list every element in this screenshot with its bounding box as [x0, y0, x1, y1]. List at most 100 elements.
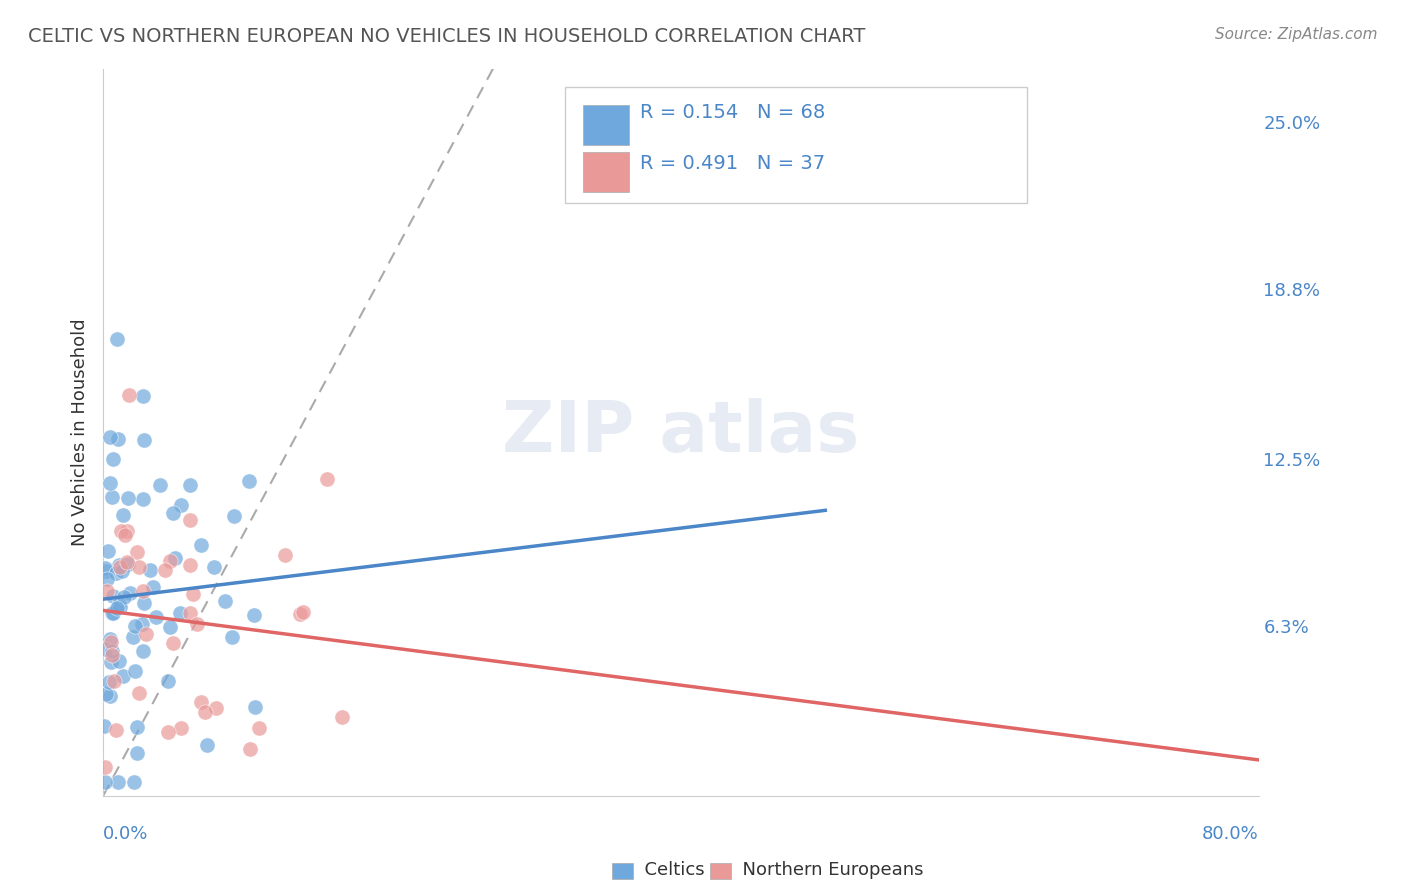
Y-axis label: No Vehicles in Household: No Vehicles in Household — [72, 318, 89, 546]
Point — [149, 478, 172, 492]
Point — [169, 721, 191, 735]
Text: R = 0.154   N = 68: R = 0.154 N = 68 — [640, 103, 825, 121]
Point — [243, 608, 266, 623]
Point — [179, 558, 201, 572]
Text: R = 0.491   N = 37: R = 0.491 N = 37 — [640, 153, 825, 172]
Point — [132, 583, 155, 598]
Point — [131, 389, 153, 403]
Point — [159, 554, 181, 568]
Point — [117, 557, 139, 571]
Point — [110, 524, 132, 538]
FancyBboxPatch shape — [582, 153, 628, 192]
Point — [145, 610, 167, 624]
Point — [128, 686, 150, 700]
Point — [101, 644, 124, 658]
Point — [125, 720, 148, 734]
Point — [157, 725, 180, 739]
Point — [292, 605, 315, 619]
Point — [94, 775, 117, 789]
Point — [96, 572, 118, 586]
Point — [179, 607, 201, 621]
Point — [118, 586, 141, 600]
Point — [156, 674, 179, 689]
Point — [128, 560, 150, 574]
Point — [96, 583, 118, 598]
Point — [115, 524, 138, 539]
Point — [124, 619, 146, 633]
Point — [274, 548, 297, 562]
Point — [330, 710, 353, 724]
Point — [290, 607, 312, 621]
Point — [100, 690, 122, 704]
Point — [111, 508, 134, 522]
FancyBboxPatch shape — [582, 105, 628, 145]
Point — [238, 474, 260, 488]
Point — [107, 432, 129, 446]
Point — [117, 491, 139, 505]
Point — [222, 509, 245, 524]
Point — [108, 599, 131, 614]
Point — [132, 644, 155, 658]
Point — [221, 630, 243, 644]
Point — [98, 430, 121, 444]
Point — [243, 700, 266, 714]
Point — [100, 655, 122, 669]
Point — [179, 478, 201, 492]
Point — [107, 775, 129, 789]
Point — [179, 513, 201, 527]
Point — [94, 564, 117, 578]
Point — [115, 555, 138, 569]
Point — [93, 760, 115, 774]
Point — [186, 616, 208, 631]
Point — [125, 545, 148, 559]
Point — [142, 580, 165, 594]
Point — [190, 695, 212, 709]
Point — [127, 746, 149, 760]
Point — [97, 544, 120, 558]
Point — [93, 719, 115, 733]
Point — [94, 687, 117, 701]
Point — [205, 701, 228, 715]
Point — [105, 566, 128, 580]
Point — [108, 560, 131, 574]
Point — [134, 596, 156, 610]
Text: Source: ZipAtlas.com: Source: ZipAtlas.com — [1215, 27, 1378, 42]
Point — [169, 498, 191, 512]
Point — [101, 607, 124, 621]
Point — [131, 616, 153, 631]
Point — [100, 635, 122, 649]
Text: CELTIC VS NORTHERN EUROPEAN NO VEHICLES IN HOUSEHOLD CORRELATION CHART: CELTIC VS NORTHERN EUROPEAN NO VEHICLES … — [28, 27, 866, 45]
Point — [124, 775, 146, 789]
Point — [97, 674, 120, 689]
Point — [103, 452, 125, 467]
Point — [239, 741, 262, 756]
Text: Northern Europeans: Northern Europeans — [731, 861, 924, 879]
Point — [105, 332, 128, 346]
Point — [100, 648, 122, 662]
Point — [101, 607, 124, 621]
Point — [131, 492, 153, 507]
Point — [114, 528, 136, 542]
Point — [155, 563, 177, 577]
Point — [134, 627, 156, 641]
Point — [121, 630, 143, 644]
Point — [162, 506, 184, 520]
Point — [98, 475, 121, 490]
Point — [214, 594, 236, 608]
Point — [190, 538, 212, 552]
Point — [108, 597, 131, 611]
Point — [181, 587, 204, 601]
Point — [114, 590, 136, 604]
Point — [162, 636, 184, 650]
Point — [195, 738, 218, 752]
Point — [132, 434, 155, 448]
Text: Celtics: Celtics — [633, 861, 704, 879]
Point — [111, 564, 134, 578]
Point — [169, 607, 191, 621]
Point — [139, 563, 162, 577]
Point — [159, 620, 181, 634]
Text: 0.0%: 0.0% — [103, 825, 149, 843]
Point — [202, 560, 225, 574]
Point — [108, 654, 131, 668]
Text: ZIP atlas: ZIP atlas — [502, 398, 859, 467]
